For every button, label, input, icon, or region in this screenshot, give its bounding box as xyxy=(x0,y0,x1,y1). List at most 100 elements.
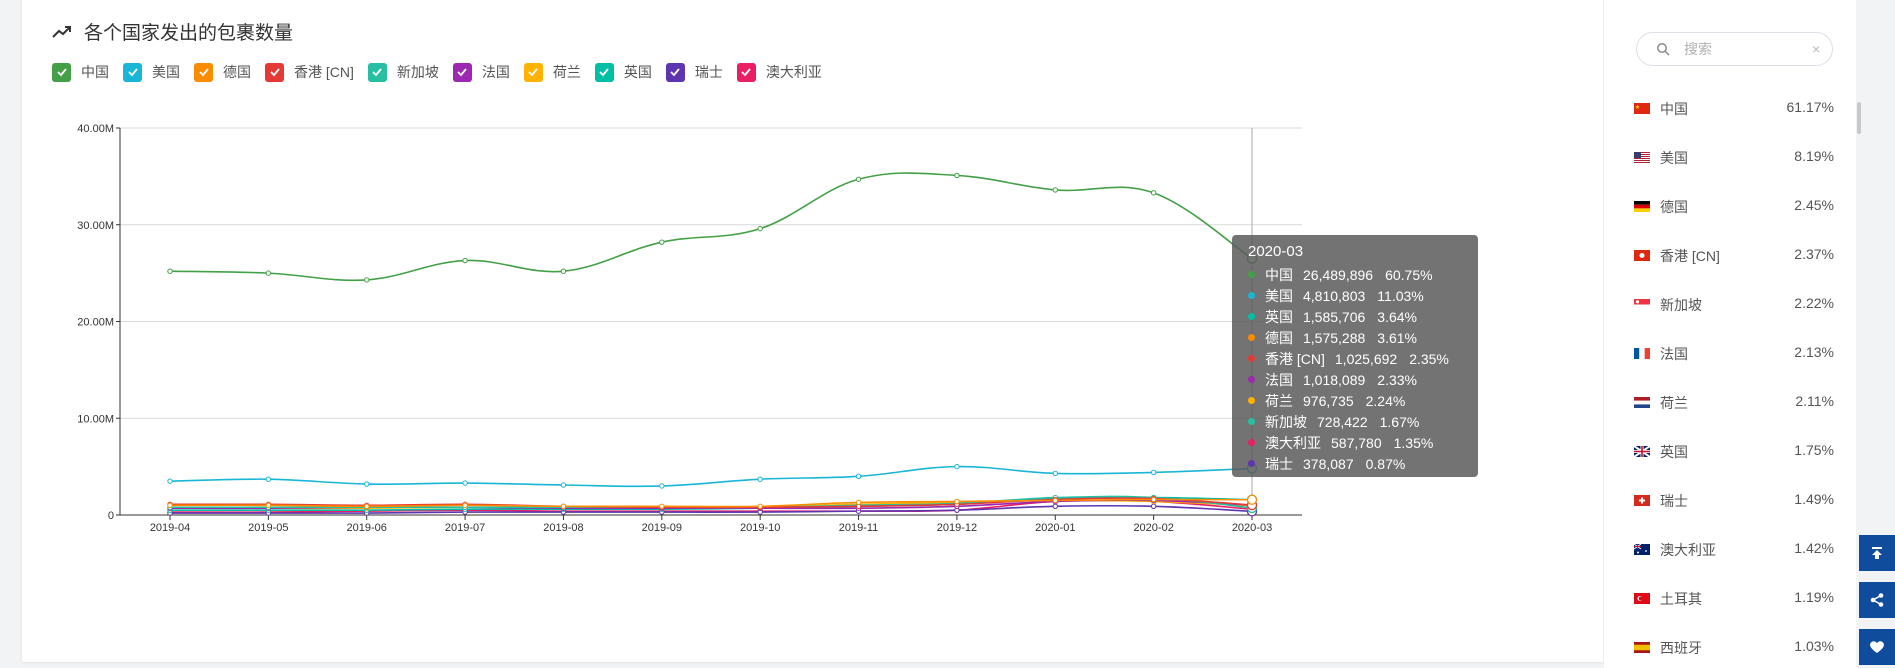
data-point[interactable] xyxy=(659,239,665,245)
data-point[interactable] xyxy=(659,483,665,489)
checkbox-checked-icon[interactable] xyxy=(736,62,756,82)
data-point[interactable] xyxy=(1150,469,1157,476)
country-name: 西班牙 xyxy=(1660,640,1702,656)
legend-item[interactable]: 德国 xyxy=(194,62,251,82)
data-point[interactable] xyxy=(1246,494,1258,505)
country-list-item[interactable]: 中国 61.17% xyxy=(1634,99,1834,148)
data-point[interactable] xyxy=(560,503,567,509)
data-point[interactable] xyxy=(1052,503,1058,509)
country-list-item[interactable]: 新加坡 2.22% xyxy=(1634,295,1834,344)
data-point[interactable] xyxy=(757,476,763,482)
data-point[interactable] xyxy=(1150,496,1157,503)
tooltip-percent: 2.33% xyxy=(1377,371,1417,388)
data-point[interactable] xyxy=(1052,497,1058,504)
data-point[interactable] xyxy=(855,473,862,479)
search-input[interactable] xyxy=(1682,40,1806,58)
legend-item[interactable]: 澳大利亚 xyxy=(736,62,822,82)
y-tick-label: 20.00M xyxy=(77,317,114,329)
clear-icon[interactable]: × xyxy=(1812,41,1821,57)
tr-flag-icon xyxy=(1634,593,1650,604)
checkbox-checked-icon[interactable] xyxy=(594,62,614,82)
de-flag-icon xyxy=(1634,201,1650,212)
data-point[interactable] xyxy=(265,270,272,276)
data-point[interactable] xyxy=(954,172,960,179)
chart-title: 各个国家发出的包裹数量 xyxy=(84,23,294,44)
search-icon xyxy=(1657,43,1670,56)
data-point[interactable] xyxy=(364,503,370,509)
checkbox-checked-icon[interactable] xyxy=(194,62,213,82)
data-point[interactable] xyxy=(462,480,468,486)
data-point[interactable] xyxy=(560,268,567,274)
country-list-item[interactable]: 英国 1.75% xyxy=(1634,442,1834,491)
checkbox-checked-icon[interactable] xyxy=(123,62,142,82)
data-point[interactable] xyxy=(1052,187,1058,193)
data-point[interactable] xyxy=(462,257,468,264)
checkbox-checked-icon[interactable] xyxy=(52,62,71,82)
checkbox-checked-icon[interactable] xyxy=(265,62,284,82)
scroll-top-button[interactable] xyxy=(1859,535,1895,571)
data-point[interactable] xyxy=(855,499,862,506)
country-list-item[interactable]: 法国 2.13% xyxy=(1634,344,1834,393)
country-list-item[interactable]: 澳大利亚 1.42% xyxy=(1634,540,1834,589)
search-box[interactable]: × xyxy=(1636,32,1833,66)
series-line xyxy=(169,465,1253,488)
tooltip-row: 香港 [CN] 1,025,692 2.35% xyxy=(1248,348,1478,369)
data-point[interactable] xyxy=(265,476,272,482)
tooltip-row: 瑞士 378,087 0.87% xyxy=(1248,453,1478,474)
country-list-item[interactable]: 西班牙 1.03% xyxy=(1634,638,1834,668)
legend-item[interactable]: 瑞士 xyxy=(665,62,723,82)
legend-item[interactable]: 法国 xyxy=(452,62,510,82)
tooltip-percent: 2.35% xyxy=(1409,350,1449,367)
data-point[interactable] xyxy=(954,498,960,505)
data-point[interactable] xyxy=(757,225,763,232)
legend-item[interactable]: 美国 xyxy=(123,62,180,82)
data-point[interactable] xyxy=(954,463,960,470)
checkbox-checked-icon[interactable] xyxy=(452,62,472,82)
series-line xyxy=(170,504,1253,514)
legend-item[interactable]: 荷兰 xyxy=(523,62,581,82)
tooltip-row: 德国 1,575,288 3.61% xyxy=(1248,327,1478,348)
country-share: 2.45% xyxy=(1794,197,1834,213)
data-point[interactable] xyxy=(462,502,468,509)
checkbox-checked-icon[interactable] xyxy=(367,62,387,82)
legend-item[interactable]: 英国 xyxy=(594,62,652,82)
legend-item[interactable]: 香港 [CN] xyxy=(265,62,354,82)
data-point[interactable] xyxy=(757,503,763,509)
country-list-item[interactable]: 香港 [CN] 2.37% xyxy=(1634,246,1834,295)
legend-item[interactable]: 新加坡 xyxy=(367,62,439,82)
data-point[interactable] xyxy=(1052,470,1058,477)
tooltip-row: 法国 1,018,089 2.33% xyxy=(1248,369,1478,390)
data-point[interactable] xyxy=(167,478,173,484)
favorite-button[interactable] xyxy=(1859,629,1895,665)
checkbox-checked-icon[interactable] xyxy=(523,62,543,82)
tooltip-row: 英国 1,585,706 3.64% xyxy=(1248,306,1478,327)
country-share: 1.49% xyxy=(1794,491,1834,507)
x-tick-label: 2019-10 xyxy=(740,522,780,534)
country-sidebar: × 中国 61.17% 美国 8.19% 德国 2.45% 香港 [CN] 2.37% 新加坡 2… xyxy=(1604,0,1856,668)
country-name: 德国 xyxy=(1660,199,1688,215)
country-list-item[interactable]: 土耳其 1.19% xyxy=(1634,589,1834,638)
data-point[interactable] xyxy=(1150,190,1157,196)
country-list-item[interactable]: 美国 8.19% xyxy=(1634,148,1834,197)
legend-item[interactable]: 中国 xyxy=(52,62,109,82)
data-point[interactable] xyxy=(855,176,862,182)
data-point[interactable] xyxy=(265,502,272,509)
country-list-item[interactable]: 瑞士 1.49% xyxy=(1634,491,1834,540)
share-button[interactable] xyxy=(1859,582,1895,618)
data-point[interactable] xyxy=(364,277,370,283)
checkbox-checked-icon[interactable] xyxy=(665,62,685,82)
data-point[interactable] xyxy=(659,503,665,509)
es-flag-icon xyxy=(1634,642,1650,653)
country-list-item[interactable]: 德国 2.45% xyxy=(1634,197,1834,246)
data-point[interactable] xyxy=(167,502,173,509)
data-point[interactable] xyxy=(167,268,173,274)
x-tick-label: 2019-09 xyxy=(642,522,682,534)
data-point[interactable] xyxy=(364,481,370,487)
x-tick-label: 2019-07 xyxy=(445,522,485,534)
data-point[interactable] xyxy=(560,482,567,488)
data-point[interactable] xyxy=(1150,503,1157,509)
legend-label: 中国 xyxy=(81,64,109,80)
tooltip-percent: 1.67% xyxy=(1379,413,1420,430)
country-list-item[interactable]: 荷兰 2.11% xyxy=(1634,393,1834,442)
scrollbar[interactable] xyxy=(1857,102,1861,134)
